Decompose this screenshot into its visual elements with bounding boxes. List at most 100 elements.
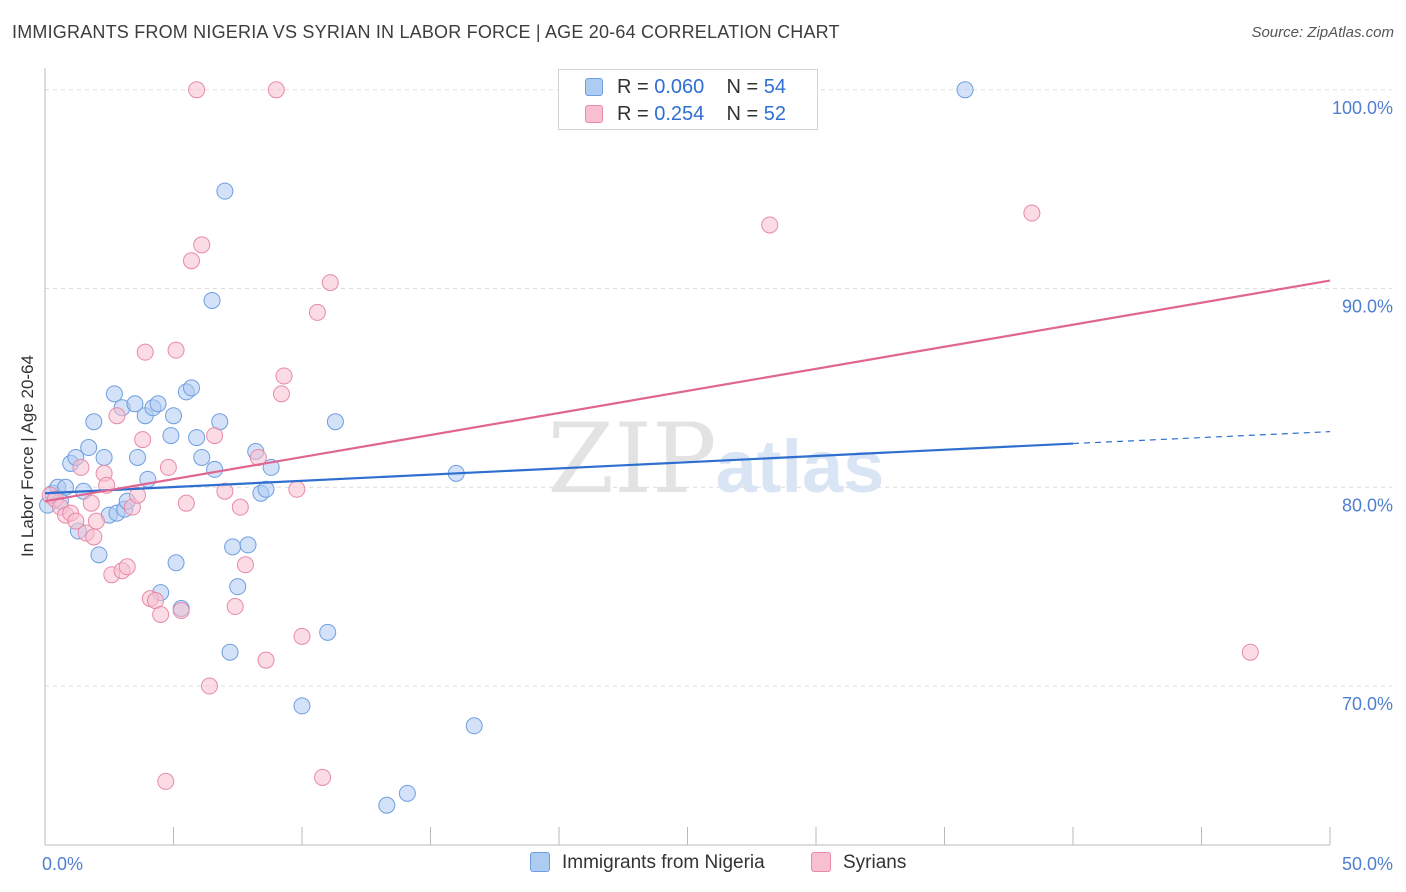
nigeria-point (398, 784, 416, 802)
syrians-point (226, 598, 244, 616)
nigeria-point (105, 385, 123, 403)
syrians-point (257, 651, 275, 669)
nigeria-point (326, 413, 344, 431)
syrians-point (72, 458, 90, 476)
y-tick-label: 90.0% (1342, 297, 1393, 317)
nigeria-point (95, 448, 113, 466)
syrians-point (172, 601, 190, 619)
y-tick-label: 80.0% (1342, 495, 1393, 515)
syrians-point (134, 431, 152, 449)
x-tick-label: 0.0% (42, 854, 83, 874)
syrians-point (267, 81, 285, 99)
nigeria-n-value: 54 (763, 76, 787, 98)
syrians-point (167, 341, 185, 359)
nigeria-n-label: N = (726, 76, 759, 98)
syrians-point (87, 512, 105, 530)
syrians-point (1241, 643, 1259, 661)
syrians-point (182, 252, 200, 270)
syrians-point (188, 81, 206, 99)
nigeria-point (378, 796, 396, 814)
syrians-point (200, 677, 218, 695)
nigeria-r-label: R = (617, 76, 649, 98)
stats-legend: R = 0.060 N = 54 R = 0.254 N = 52 (558, 69, 818, 130)
nigeria-point (162, 427, 180, 445)
nigeria-point (193, 448, 211, 466)
syrians-point (159, 458, 177, 476)
points-layer (39, 81, 1259, 814)
axes-layer (44, 68, 1331, 846)
nigeria-point (239, 536, 257, 554)
nigeria-point (85, 413, 103, 431)
syrians-point (231, 498, 249, 516)
syrians-point (308, 303, 326, 321)
watermark-zip: ZIP (547, 403, 716, 515)
syrians-swatch (585, 105, 603, 123)
nigeria-point (188, 429, 206, 447)
syrians-point (85, 528, 103, 546)
syrians-point (314, 768, 332, 786)
legend-item-nigeria[interactable]: Immigrants from Nigeria (530, 852, 765, 874)
watermark: ZIP atlas (547, 403, 884, 515)
legend-syrians-swatch (811, 852, 831, 872)
nigeria-point (203, 291, 221, 309)
nigeria-point (206, 460, 224, 478)
nigeria-point (319, 623, 337, 641)
nigeria-point (149, 395, 167, 413)
nigeria-point (257, 480, 275, 498)
nigeria-point (182, 379, 200, 397)
syrians-point (236, 556, 254, 574)
nigeria-point (293, 697, 311, 715)
syrians-r-value: 0.254 (654, 103, 705, 125)
nigeria-point (80, 439, 98, 457)
nigeria-trend-extension (1072, 431, 1331, 445)
nigeria-swatch (585, 78, 603, 96)
syrians-point (206, 427, 224, 445)
legend-item-syrians[interactable]: Syrians (811, 852, 906, 874)
nigeria-point (956, 81, 974, 99)
nigeria-point (167, 554, 185, 572)
syrians-n-value: 52 (763, 103, 787, 125)
nigeria-r-value: 0.060 (654, 76, 705, 98)
syrians-point (118, 558, 136, 576)
syrians-trend-line (44, 279, 1331, 503)
nigeria-point (465, 717, 483, 735)
y-tick-label: 100.0% (1332, 98, 1393, 118)
syrians-point (82, 494, 100, 512)
syrians-point (293, 627, 311, 645)
syrians-point (157, 772, 175, 790)
syrians-point (1023, 204, 1041, 222)
syrians-point (321, 274, 339, 292)
syrians-point (761, 216, 779, 234)
trend-layer (44, 279, 1331, 503)
legend-nigeria-swatch (530, 852, 550, 872)
syrians-point (216, 482, 234, 500)
watermark-atlas: atlas (716, 425, 885, 508)
syrians-point (129, 486, 147, 504)
chart-title: IMMIGRANTS FROM NIGERIA VS SYRIAN IN LAB… (12, 22, 840, 42)
syrians-n-label: N = (726, 103, 759, 125)
nigeria-point (229, 578, 247, 596)
legend-syrians-label: Syrians (843, 852, 907, 873)
nigeria-trend-line (44, 442, 1074, 495)
nigeria-point (90, 546, 108, 564)
syrians-point (152, 605, 170, 623)
nigeria-point (126, 395, 144, 413)
nigeria-point (165, 407, 182, 425)
source-credit: Source: ZipAtlas.com (1251, 24, 1394, 41)
syrians-point (288, 480, 306, 498)
nigeria-point (129, 448, 147, 466)
x-tick-label: 50.0% (1342, 854, 1393, 874)
syrians-point (275, 367, 293, 385)
syrians-point (177, 494, 195, 512)
syrians-point (272, 385, 290, 403)
nigeria-point (221, 643, 239, 661)
y-tick-label: 70.0% (1342, 694, 1393, 714)
syrians-point (193, 236, 211, 254)
syrians-point (136, 343, 154, 361)
tick-labels: 100.0% 90.0% 80.0% 70.0% 0.0% 50.0% (42, 98, 1393, 874)
nigeria-point (224, 538, 242, 556)
syrians-point (108, 407, 126, 425)
syrians-point (67, 512, 85, 530)
grid-layer (45, 89, 1392, 687)
